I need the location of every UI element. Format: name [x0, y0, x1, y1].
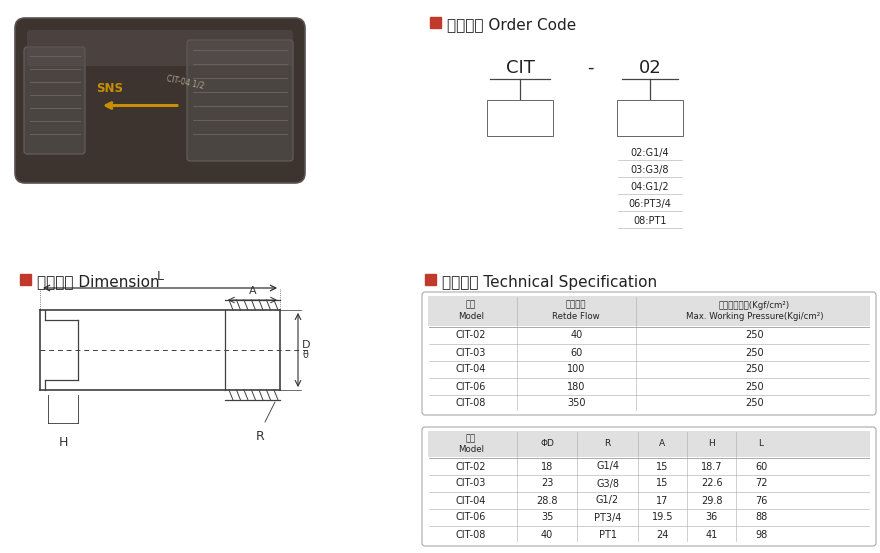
Text: L: L: [157, 270, 164, 283]
Text: CIT-06: CIT-06: [456, 513, 486, 523]
Text: Series: Series: [506, 123, 534, 132]
Text: 技术参数 Technical Specification: 技术参数 Technical Specification: [442, 274, 657, 290]
FancyBboxPatch shape: [24, 47, 85, 154]
Text: CIT-02: CIT-02: [456, 331, 486, 341]
Text: CIT-02: CIT-02: [456, 462, 486, 472]
Text: H: H: [708, 440, 715, 448]
Text: 型号: 型号: [466, 301, 476, 310]
Text: CIT-04: CIT-04: [456, 364, 486, 374]
Text: 40: 40: [570, 331, 583, 341]
Text: 250: 250: [745, 331, 764, 341]
Text: A: A: [659, 440, 665, 448]
Text: 250: 250: [745, 364, 764, 374]
Text: 98: 98: [755, 530, 767, 540]
Text: A: A: [249, 286, 256, 296]
Text: 36: 36: [706, 513, 718, 523]
Text: CIT-04 1/2: CIT-04 1/2: [165, 74, 205, 91]
Text: PT3/4: PT3/4: [594, 513, 621, 523]
FancyBboxPatch shape: [422, 292, 876, 415]
Text: 02: 02: [639, 59, 662, 77]
Text: 60: 60: [755, 462, 767, 472]
Text: D: D: [302, 340, 311, 350]
FancyBboxPatch shape: [27, 30, 293, 66]
Text: 15: 15: [656, 462, 669, 472]
Text: 04:G1/2: 04:G1/2: [631, 182, 670, 192]
Text: CIT-06: CIT-06: [456, 382, 486, 392]
Text: 08:PT1: 08:PT1: [634, 216, 667, 226]
Text: 06:PT3/4: 06:PT3/4: [628, 199, 671, 209]
Text: H: H: [58, 436, 68, 449]
Text: R: R: [255, 430, 264, 443]
Text: θ: θ: [302, 350, 308, 360]
Text: 28.8: 28.8: [536, 495, 558, 505]
Text: G1/4: G1/4: [596, 462, 619, 472]
FancyBboxPatch shape: [15, 18, 305, 183]
Text: 24: 24: [656, 530, 669, 540]
Text: 外型尺寸 Dimension: 外型尺寸 Dimension: [37, 274, 159, 290]
Text: 型号: 型号: [466, 435, 476, 444]
Text: 100: 100: [567, 364, 585, 374]
Text: PT1: PT1: [598, 530, 617, 540]
FancyBboxPatch shape: [422, 427, 876, 546]
Text: 22.6: 22.6: [700, 478, 722, 488]
Text: 17: 17: [656, 495, 669, 505]
Text: 定格流量: 定格流量: [566, 301, 586, 310]
Text: -: -: [587, 59, 593, 77]
Bar: [430, 17, 441, 28]
Text: CIT-03: CIT-03: [456, 478, 486, 488]
Text: Port Size: Port Size: [630, 123, 670, 132]
Text: 88: 88: [755, 513, 767, 523]
Text: 系列号: 系列号: [512, 109, 528, 118]
FancyBboxPatch shape: [187, 40, 293, 161]
Text: Retde Flow: Retde Flow: [553, 312, 600, 321]
Text: 350: 350: [567, 399, 585, 409]
Text: Model: Model: [458, 445, 484, 453]
Text: 250: 250: [745, 382, 764, 392]
Text: 02:G1/4: 02:G1/4: [631, 148, 670, 158]
Text: 40: 40: [541, 530, 554, 540]
Text: Max. Working Pressure(Kgi/cm²): Max. Working Pressure(Kgi/cm²): [686, 312, 823, 321]
Text: CIT-08: CIT-08: [456, 399, 486, 409]
Text: G1/2: G1/2: [596, 495, 620, 505]
Text: 19.5: 19.5: [652, 513, 673, 523]
Text: 03:G3/8: 03:G3/8: [631, 165, 670, 175]
Text: CIT-08: CIT-08: [456, 530, 486, 540]
Bar: [425, 274, 436, 285]
Bar: [428, 431, 870, 457]
Text: G3/8: G3/8: [596, 478, 619, 488]
Text: R: R: [605, 440, 611, 448]
Text: SNS: SNS: [97, 82, 123, 95]
Text: 250: 250: [745, 399, 764, 409]
Text: 72: 72: [755, 478, 767, 488]
Text: 35: 35: [541, 513, 554, 523]
FancyBboxPatch shape: [487, 100, 553, 136]
Text: ΦD: ΦD: [540, 440, 554, 448]
Text: 15: 15: [656, 478, 669, 488]
Text: 29.8: 29.8: [701, 495, 722, 505]
Text: 蜷纹尺寸: 蜷纹尺寸: [639, 109, 661, 118]
Text: 180: 180: [567, 382, 585, 392]
Text: 250: 250: [745, 347, 764, 357]
Text: CIT: CIT: [506, 59, 534, 77]
Text: 41: 41: [706, 530, 718, 540]
Text: 60: 60: [570, 347, 583, 357]
Text: CIT-03: CIT-03: [456, 347, 486, 357]
Text: L: L: [759, 440, 764, 448]
Text: 最高使用压力(Kgf/cm²): 最高使用压力(Kgf/cm²): [719, 301, 790, 310]
Text: 23: 23: [541, 478, 554, 488]
Text: 76: 76: [755, 495, 767, 505]
Bar: [20, 274, 31, 285]
Bar: [428, 296, 870, 326]
FancyBboxPatch shape: [617, 100, 683, 136]
Text: 18: 18: [541, 462, 554, 472]
Text: 订货型号 Order Code: 订货型号 Order Code: [447, 18, 576, 33]
Text: Model: Model: [458, 312, 484, 321]
Text: CIT-04: CIT-04: [456, 495, 486, 505]
Text: 18.7: 18.7: [701, 462, 722, 472]
